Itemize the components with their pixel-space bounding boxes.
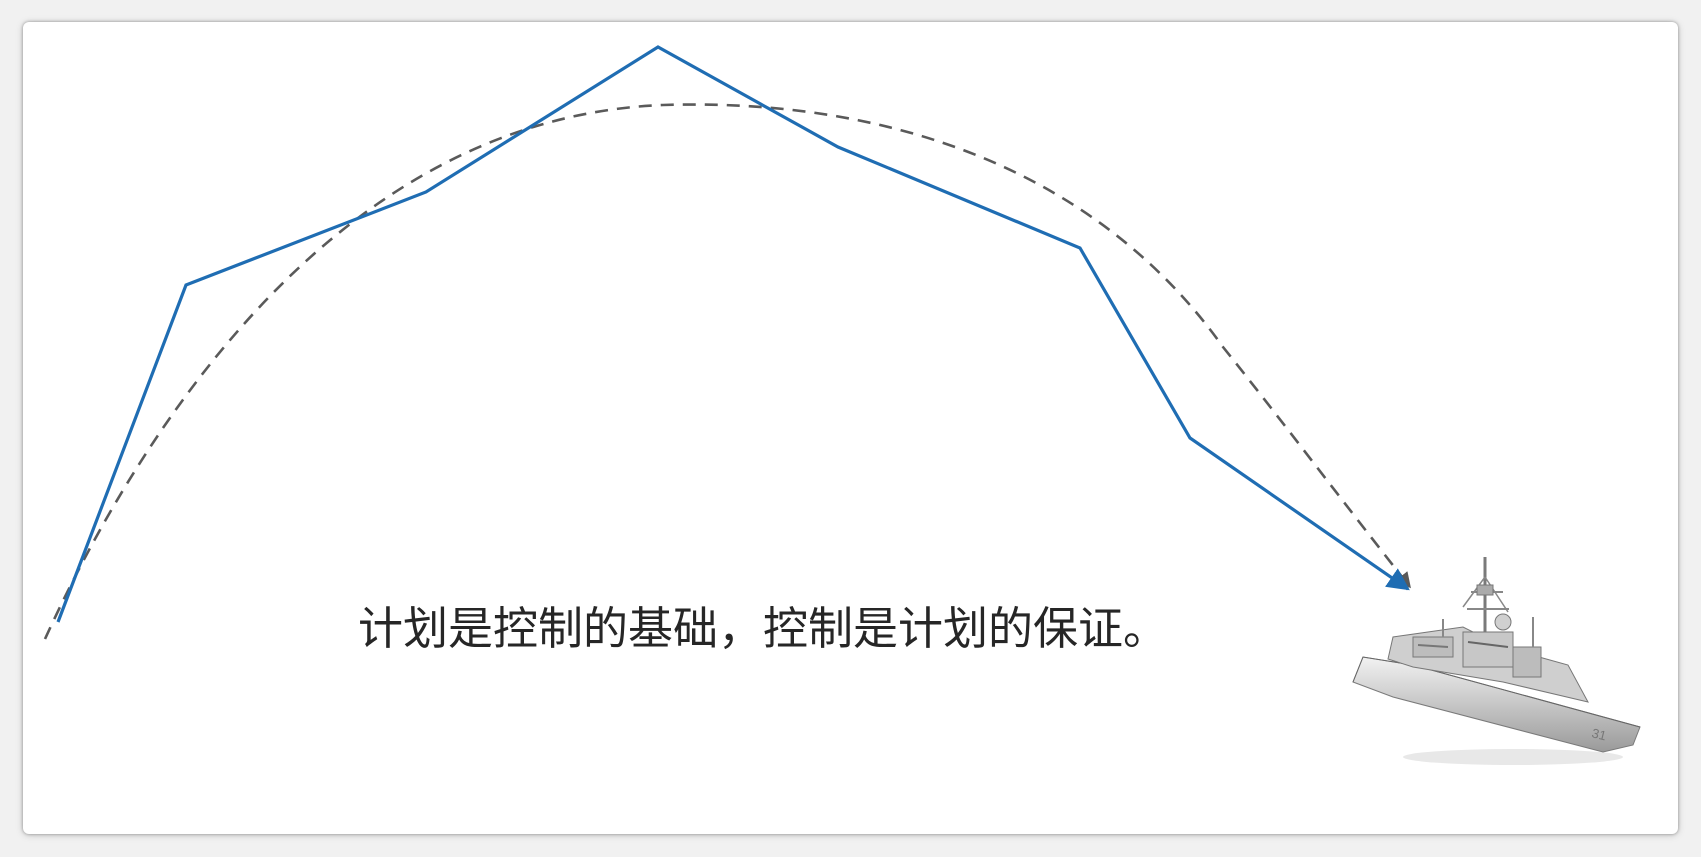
slide-frame: 31 计划是控制的基础，控制是计划的保证。: [23, 22, 1678, 834]
actual-path-solid: [56, 45, 1410, 623]
caption-text: 计划是控制的基础，控制是计划的保证。: [358, 602, 1169, 655]
planned-path-dashed: [43, 103, 1412, 640]
svg-text:31: 31: [1590, 725, 1608, 743]
plan-control-diagram: 31: [43, 45, 1641, 765]
warship-icon: 31: [1352, 557, 1641, 765]
